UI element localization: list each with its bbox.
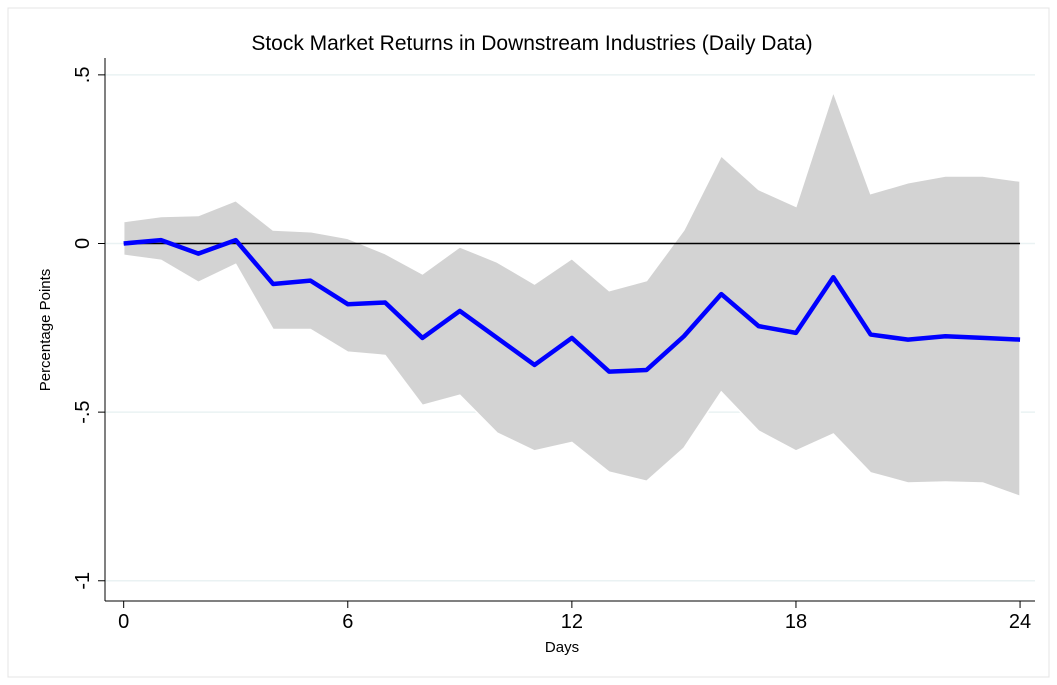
y-tick-label: -1 bbox=[72, 572, 94, 590]
chart-title: Stock Market Returns in Downstream Indus… bbox=[251, 32, 812, 55]
x-axis-label: Days bbox=[545, 639, 579, 656]
y-tick-label: 0 bbox=[72, 238, 94, 249]
x-tick-label: 24 bbox=[1009, 611, 1031, 633]
x-tick-label: 12 bbox=[561, 611, 583, 633]
confidence-band bbox=[122, 89, 1021, 498]
x-tick-label: 0 bbox=[118, 611, 129, 633]
x-tick-label: 6 bbox=[342, 611, 353, 633]
x-tick-label: 18 bbox=[785, 611, 807, 633]
y-tick-label: .5 bbox=[72, 67, 94, 84]
y-axis-label: Percentage Points bbox=[37, 269, 54, 392]
y-tick-label: -.5 bbox=[72, 400, 94, 423]
series-line bbox=[123, 237, 1021, 374]
